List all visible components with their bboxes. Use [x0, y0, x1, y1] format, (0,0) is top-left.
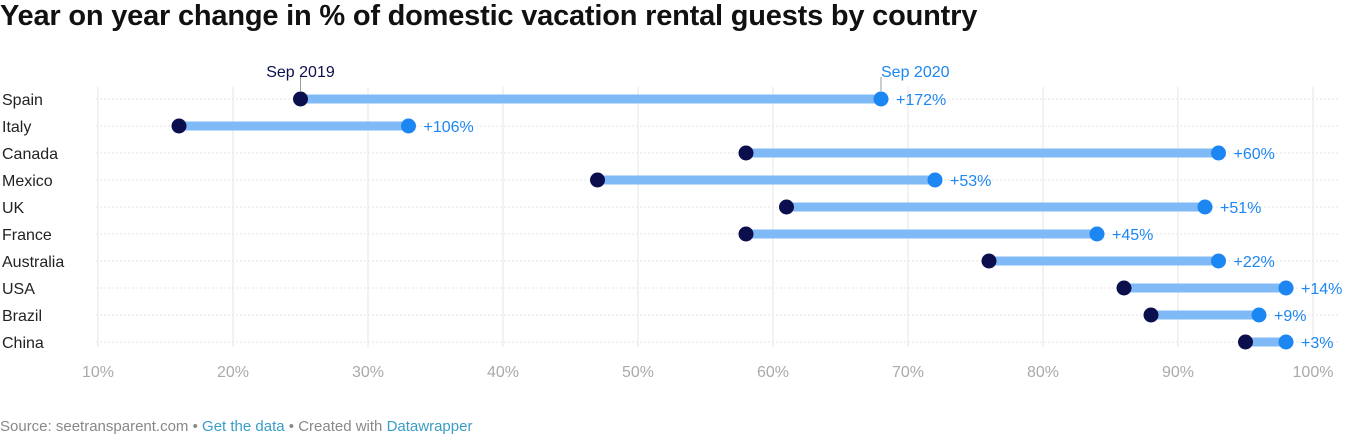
- series-label-sep-2019: Sep 2019: [266, 64, 335, 81]
- dot-sep-2020: [873, 91, 889, 107]
- x-tick-label: 80%: [1027, 364, 1059, 381]
- change-label: +53%: [950, 173, 991, 190]
- dot-sep-2020: [1211, 253, 1226, 269]
- change-label: +9%: [1274, 308, 1306, 325]
- x-tick-label: 50%: [622, 364, 654, 381]
- dot-sep-2019: [981, 253, 997, 269]
- range-dot-chart: 10% 20% 30% 40% 50% 60% 70% 80% 90% 100% Spain +172…: [2, 64, 1342, 381]
- series-label-sep-2020: Sep 2020: [881, 64, 950, 81]
- dot-sep-2020: [1211, 145, 1226, 161]
- change-label: +106%: [424, 119, 474, 136]
- get-data-link[interactable]: Get the data: [202, 418, 285, 435]
- category-label: Canada: [2, 146, 58, 163]
- footer: Source: seetransparent.com • Get the dat…: [0, 418, 472, 435]
- dot-sep-2020: [927, 172, 943, 188]
- x-tick-label: 100%: [1293, 364, 1334, 381]
- chart-title: Year on year change in % of domestic vac…: [0, 0, 978, 32]
- change-label: +51%: [1220, 200, 1261, 217]
- x-tick-label: 30%: [352, 364, 384, 381]
- category-label: Australia: [2, 254, 64, 271]
- x-tick-label: 20%: [217, 364, 249, 381]
- dot-sep-2020: [1197, 199, 1213, 215]
- dot-sep-2020: [401, 118, 416, 134]
- dot-sep-2019: [738, 145, 754, 161]
- category-label: USA: [2, 281, 35, 298]
- change-label: +172%: [896, 92, 946, 109]
- category-label: China: [2, 335, 44, 352]
- dot-sep-2019: [1143, 307, 1159, 323]
- datawrapper-link[interactable]: Datawrapper: [386, 418, 473, 435]
- dot-sep-2019: [738, 226, 754, 242]
- dot-sep-2019: [779, 199, 794, 215]
- change-label: +14%: [1301, 281, 1342, 298]
- change-label: +3%: [1301, 335, 1333, 352]
- dot-sep-2020: [1089, 226, 1105, 242]
- dot-sep-2019: [590, 172, 605, 188]
- dot-sep-2019: [1116, 280, 1132, 296]
- category-label: Mexico: [2, 173, 53, 190]
- x-tick-label: 60%: [757, 364, 789, 381]
- dot-sep-2020: [1251, 307, 1267, 323]
- x-tick-label: 90%: [1162, 364, 1194, 381]
- category-label: Brazil: [2, 308, 42, 325]
- category-label: Spain: [2, 92, 43, 109]
- change-label: +60%: [1234, 146, 1275, 163]
- dot-sep-2020: [1278, 334, 1294, 350]
- dot-sep-2019: [1238, 334, 1253, 350]
- separator: •: [284, 418, 299, 435]
- separator: •: [188, 418, 203, 435]
- change-label: +45%: [1112, 227, 1153, 244]
- change-label: +22%: [1234, 254, 1275, 271]
- source-text: Source: seetransparent.com: [0, 418, 189, 435]
- dot-sep-2019: [293, 91, 308, 107]
- x-tick-label: 40%: [487, 364, 519, 381]
- x-tick-label: 70%: [892, 364, 924, 381]
- dot-sep-2020: [1278, 280, 1294, 296]
- x-tick-label: 10%: [82, 364, 114, 381]
- category-label: UK: [2, 200, 25, 217]
- category-label: Italy: [2, 119, 31, 136]
- category-label: France: [2, 227, 52, 244]
- created-with-text: Created with: [298, 418, 383, 435]
- dot-sep-2019: [171, 118, 187, 134]
